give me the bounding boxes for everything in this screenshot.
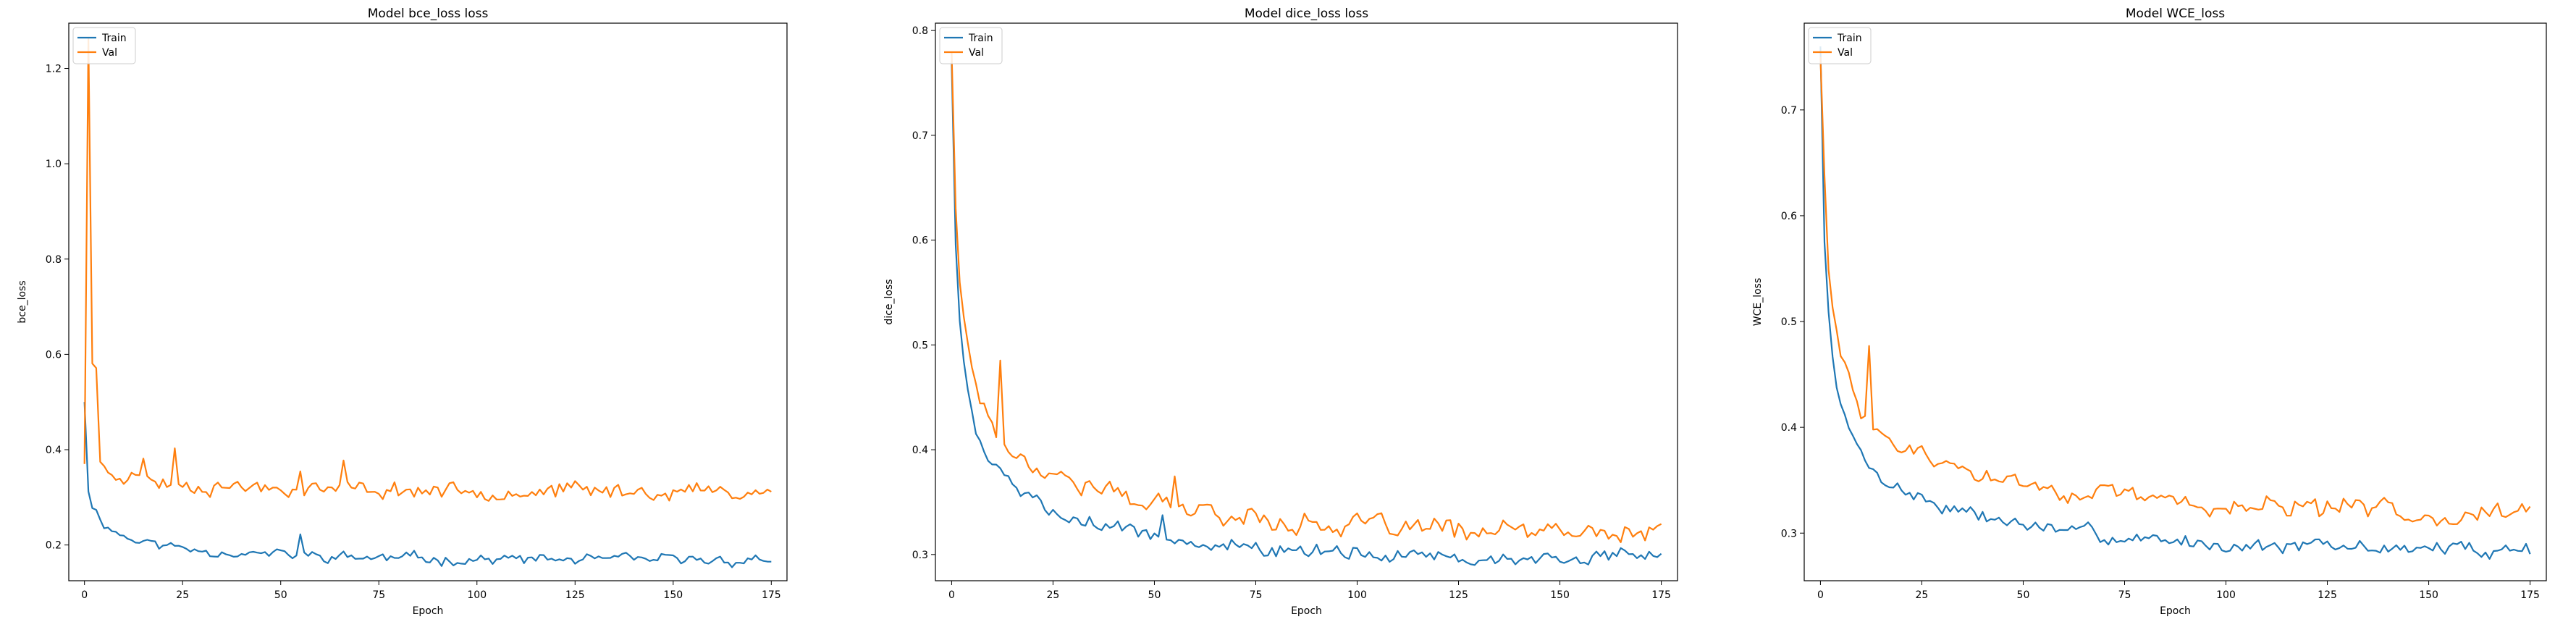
y-tick-label: 0.2 xyxy=(46,540,62,552)
y-tick-label: 0.8 xyxy=(912,25,928,37)
x-tick-label: 150 xyxy=(663,589,683,601)
x-tick-label: 50 xyxy=(1148,589,1161,601)
x-tick-label: 125 xyxy=(565,589,585,601)
x-tick-label: 100 xyxy=(467,589,487,601)
y-tick-label: 0.7 xyxy=(1781,105,1797,117)
legend-label-val: Val xyxy=(1838,47,1853,59)
x-tick-label: 25 xyxy=(1916,589,1929,601)
legend-box xyxy=(939,27,1003,64)
chart-title: Model bce_loss loss xyxy=(368,7,489,21)
y-tick-label: 0.4 xyxy=(912,445,928,456)
x-tick-label: 150 xyxy=(1550,589,1570,601)
legend: Train Val xyxy=(72,27,136,64)
chart-panel-3: Model WCE_loss 0 25 50 75 100 125 150 175 0.3 0.4 0… xyxy=(1752,7,2547,617)
y-tick-label: 0.6 xyxy=(1781,211,1797,222)
y-tick-label: 0.5 xyxy=(1781,316,1797,328)
y-tick-label: 0.3 xyxy=(912,550,928,561)
x-tick-label: 0 xyxy=(948,589,955,601)
axes-frame xyxy=(1803,22,2547,581)
series-line-val xyxy=(83,36,772,502)
series-line-val xyxy=(1819,56,2531,527)
x-tick-label: 125 xyxy=(1449,589,1468,601)
chart-panel-2: Model dice_loss loss 0 25 50 75 100 125 150 175 0… xyxy=(883,7,1678,617)
axes-frame xyxy=(935,22,1678,581)
legend-box xyxy=(72,27,136,64)
series-line-val xyxy=(951,51,1662,544)
legend-label-train: Train xyxy=(1837,33,1862,44)
x-tick-label: 175 xyxy=(762,589,781,601)
y-axis-label: WCE_loss xyxy=(1752,278,1764,327)
y-tick-label: 1.0 xyxy=(46,159,62,170)
chart-title: Model WCE_loss xyxy=(2126,7,2225,21)
x-tick-label: 150 xyxy=(2419,589,2438,601)
chart-panel-1: Model bce_loss loss 0 25 50 75 100 125 150 175 0.… xyxy=(17,7,788,617)
x-tick-label: 25 xyxy=(1047,589,1060,601)
legend-label-val: Val xyxy=(102,47,117,59)
x-tick-label: 75 xyxy=(372,589,385,601)
series-line-train xyxy=(951,62,1662,566)
y-tick-label: 0.3 xyxy=(1781,528,1797,539)
legend-box xyxy=(1808,27,1872,64)
x-tick-label: 25 xyxy=(176,589,189,601)
y-tick-label: 0.8 xyxy=(46,254,62,266)
x-axis-label: Epoch xyxy=(2160,605,2191,617)
y-axis-label: dice_loss xyxy=(883,279,895,324)
y-tick-label: 0.4 xyxy=(1781,422,1797,434)
x-tick-label: 75 xyxy=(1250,589,1263,601)
x-axis-label: Epoch xyxy=(1291,605,1322,617)
x-tick-label: 0 xyxy=(1817,589,1824,601)
x-tick-label: 75 xyxy=(2118,589,2131,601)
chart-title: Model dice_loss loss xyxy=(1245,7,1368,21)
x-tick-label: 50 xyxy=(2017,589,2030,601)
y-tick-label: 0.6 xyxy=(912,235,928,247)
y-tick-label: 0.6 xyxy=(46,349,62,361)
series-line-train xyxy=(1819,46,2531,560)
x-tick-label: 50 xyxy=(274,589,287,601)
x-tick-label: 175 xyxy=(1651,589,1671,601)
legend: Train Val xyxy=(939,27,1003,64)
x-tick-label: 175 xyxy=(2520,589,2540,601)
y-tick-label: 1.2 xyxy=(46,64,62,75)
legend-label-train: Train xyxy=(968,33,993,44)
y-tick-label: 0.7 xyxy=(912,130,928,142)
x-tick-label: 100 xyxy=(2216,589,2236,601)
legend: Train Val xyxy=(1808,27,1872,64)
y-tick-label: 0.5 xyxy=(912,340,928,351)
x-tick-label: 0 xyxy=(81,589,88,601)
y-axis-label: bce_loss xyxy=(17,280,28,323)
legend-label-val: Val xyxy=(969,47,984,59)
x-axis-label: Epoch xyxy=(413,605,444,617)
y-tick-label: 0.4 xyxy=(46,445,62,456)
axes-frame xyxy=(68,22,788,581)
legend-label-train: Train xyxy=(101,33,127,44)
x-tick-label: 125 xyxy=(2318,589,2337,601)
series-line-train xyxy=(83,402,772,568)
x-tick-label: 100 xyxy=(1347,589,1367,601)
